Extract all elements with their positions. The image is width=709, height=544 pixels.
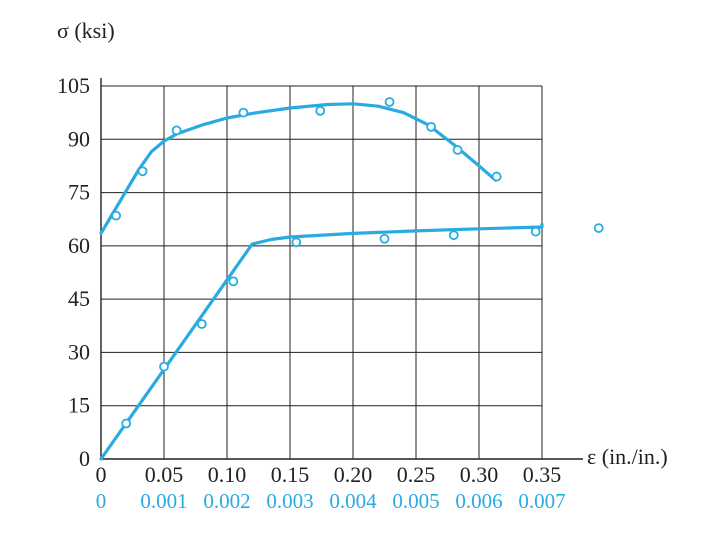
series-2-point: [530, 226, 541, 237]
x-tick-label: 0.35: [523, 462, 562, 487]
series-2-point: [159, 361, 169, 372]
series-1-point: [452, 145, 463, 155]
series-1-curve: [99, 102, 497, 235]
y-tick-label: 0: [79, 446, 90, 471]
series-1-point: [171, 125, 182, 136]
y-axis-label: σ (ksi): [57, 18, 115, 43]
x-tick-label: 0.30: [460, 462, 499, 487]
x-tick-label-lower: 0: [96, 489, 107, 513]
axes: [100, 78, 583, 460]
series-1-point: [238, 107, 249, 118]
tick-labels: 0 15 30 45 60 75 90 105 0 0.05 0.10 0.15 0.20 0.25 0.3…: [57, 73, 566, 513]
series-2-point: [448, 230, 459, 241]
x-tick-label: 0.25: [397, 462, 436, 487]
x-tick-label: 0.20: [334, 462, 373, 487]
x-tick-label: 0.10: [208, 462, 247, 487]
series-1-point: [491, 171, 502, 182]
y-tick-label: 105: [57, 73, 90, 98]
series-2-point: [379, 233, 390, 244]
x-tick-label: 0.15: [271, 462, 310, 487]
x-tick-label-lower: 0.006: [455, 489, 502, 513]
series-2-curve: [99, 222, 544, 461]
series-2-point: [196, 319, 207, 329]
series-1-point: [137, 166, 148, 177]
x-tick-label: 0.05: [145, 462, 184, 487]
x-tick-label-lower: 0.003: [266, 489, 313, 513]
x-tick-label-lower: 0.007: [518, 489, 565, 513]
series-2-point: [593, 223, 604, 233]
x-tick-label-lower: 0.001: [140, 489, 187, 513]
y-tick-label: 60: [68, 233, 90, 258]
markers: [111, 97, 604, 429]
x-tick-label-lower: 0.004: [329, 489, 377, 513]
y-tick-label: 90: [68, 126, 90, 151]
series-1-point: [315, 105, 326, 116]
y-tick-label: 75: [68, 180, 90, 205]
series-1-point: [111, 210, 122, 221]
grid: [101, 85, 543, 459]
x-tick-label-lower: 0.005: [392, 489, 439, 513]
x-tick-label: 0: [96, 462, 107, 487]
series-1-point: [426, 121, 437, 132]
series-2-point: [121, 418, 132, 429]
x-tick-label-lower: 0.002: [203, 489, 250, 513]
series-2-point: [228, 276, 239, 287]
y-tick-label: 15: [68, 393, 90, 418]
y-tick-label: 30: [68, 339, 90, 364]
series-2-point: [291, 237, 302, 248]
y-tick-label: 45: [68, 286, 90, 311]
series-1-point: [384, 97, 395, 107]
x-axis-label: ε (in./in.): [587, 444, 668, 469]
